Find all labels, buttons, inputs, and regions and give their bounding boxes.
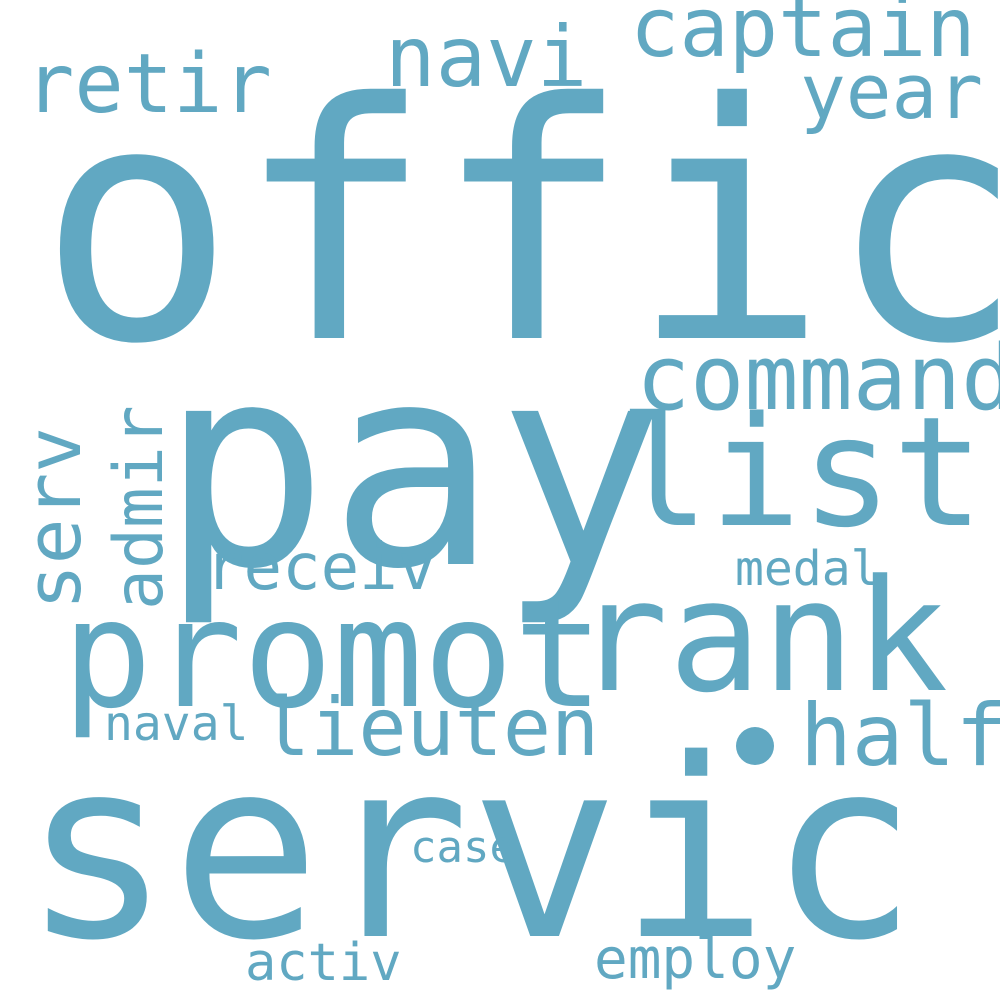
word-case: case bbox=[410, 822, 516, 873]
word-promot: promot bbox=[62, 568, 604, 742]
word-serv: serv bbox=[9, 426, 98, 610]
word-medal: medal bbox=[735, 541, 880, 597]
word-admir: admir bbox=[100, 405, 179, 610]
word-receiv: receiv bbox=[205, 531, 437, 605]
word-year: year bbox=[800, 47, 984, 136]
word-lieuten: lieuten bbox=[262, 681, 600, 774]
bullet-dot bbox=[736, 727, 774, 765]
word-pay: pay bbox=[160, 305, 666, 631]
word-captain: captain bbox=[630, 0, 976, 76]
word-navi: navi bbox=[385, 8, 588, 106]
word-retir: retir bbox=[25, 37, 272, 132]
word-rank: rank bbox=[575, 546, 949, 727]
word-command: command bbox=[636, 326, 1000, 431]
word-half: half bbox=[800, 686, 1000, 786]
word-list: list bbox=[618, 384, 985, 561]
word-employ: employ bbox=[594, 927, 797, 992]
word-offic: offic bbox=[38, 35, 1000, 416]
word-activ: activ bbox=[245, 933, 402, 993]
word-naval: naval bbox=[104, 696, 249, 752]
word-servic: servic bbox=[22, 707, 918, 995]
